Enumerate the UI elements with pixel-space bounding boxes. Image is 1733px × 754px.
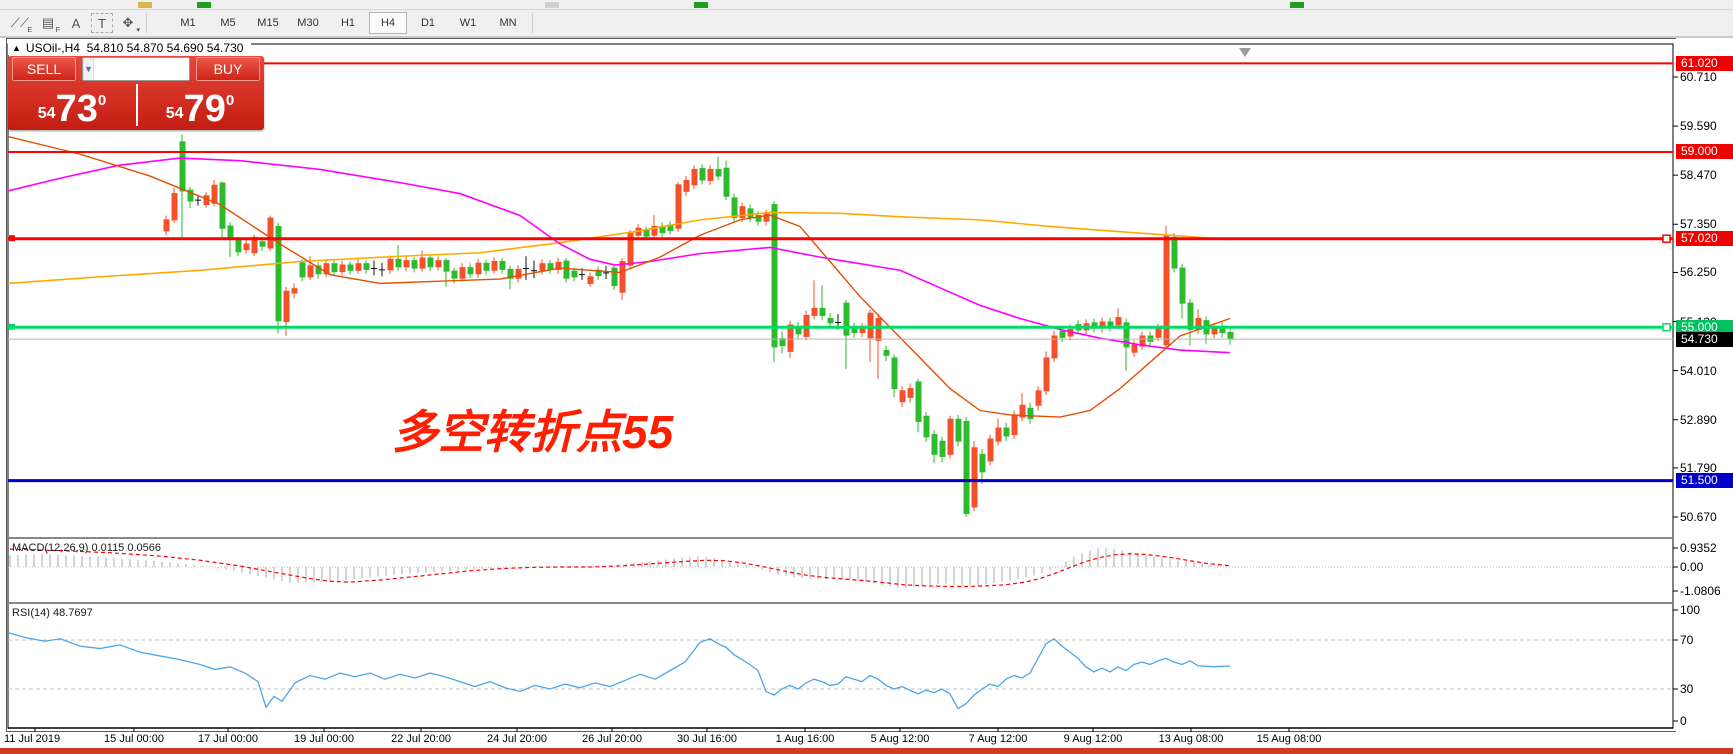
timeframe-button-m30[interactable]: M30 [297, 17, 319, 29]
sell-price-big: 73 [55, 88, 98, 130]
date-tick-label: 24 Jul 20:00 [487, 733, 547, 745]
volume-input[interactable] [93, 58, 189, 80]
fibonacci-grid-icon-sub: F [55, 27, 60, 34]
text-label-icon-glyph: T [98, 15, 106, 31]
clipped-toolbar-fragment [197, 2, 211, 8]
date-tick-label: 15 Aug 08:00 [1256, 733, 1322, 745]
date-tick-label: 15 Jul 00:00 [104, 733, 164, 745]
rsi-tick-label: 70 [1680, 633, 1694, 647]
timeframe-button-m5[interactable]: M5 [220, 17, 236, 29]
price-tick-label: 57.350 [1680, 217, 1717, 232]
buy-price-prefix: 54 [165, 105, 184, 122]
date-tick-label: 22 Jul 20:00 [391, 733, 451, 745]
timeframe-button-h4[interactable]: H4 [369, 12, 407, 34]
price-tick-label: 52.890 [1680, 412, 1717, 427]
date-tick-label: 11 Jul 2019 [4, 733, 61, 745]
clipped-upper-toolbar [0, 0, 1733, 10]
clipped-toolbar-fragment [1290, 2, 1304, 8]
arrows-icon-sub: ▾ [136, 27, 140, 34]
arrows-icon-glyph: ✥ [122, 15, 134, 30]
buy-price[interactable]: 54 79 0 [136, 82, 264, 130]
text-icon-glyph: A [71, 15, 81, 31]
volume-decrease-button[interactable]: ▼ [83, 58, 94, 80]
price-badge: 55.000 [1676, 319, 1733, 335]
buy-price-sup: 0 [225, 92, 235, 109]
chart-annotation-text[interactable]: 多空转折点55 [392, 406, 674, 458]
buy-price-big: 79 [183, 88, 226, 130]
drawing-tools-group: ⟋⟋ E ▤ F A T ✥ ▾ [6, 10, 151, 36]
price-badge: 51.500 [1676, 473, 1733, 489]
date-tick-label: 13 Aug 08:00 [1158, 733, 1224, 745]
rsi-tick-label: 100 [1680, 603, 1701, 617]
clipped-toolbar-fragment [138, 2, 152, 8]
chart-title-ohlc: USOil-,H4 54.810 54.870 54.690 54.730 [25, 40, 244, 55]
rsi-label: RSI(14) 48.7697 [12, 607, 93, 619]
timeframe-button-d1[interactable]: D1 [420, 17, 436, 29]
chart-toolbar: ⟋⟋ E ▤ F A T ✥ ▾ M1 M5 M15 M30 H1 H4 D1 W1 MN [0, 10, 1733, 38]
date-tick-label: 7 Aug 12:00 [968, 733, 1028, 745]
timeframe-button-mn[interactable]: MN [499, 17, 517, 29]
buy-button[interactable]: BUY [196, 57, 260, 81]
timeframe-button-h1[interactable]: H1 [340, 17, 356, 29]
timeframe-button-m1[interactable]: M1 [180, 17, 196, 29]
date-tick-label: 1 Aug 16:00 [775, 733, 835, 745]
equidistant-channel-icon[interactable]: ⟋⟋ E [7, 12, 33, 34]
timeframe-button-m15[interactable]: M15 [257, 17, 279, 29]
date-tick-label: 5 Aug 12:00 [870, 733, 930, 745]
date-tick-label: 30 Jul 16:00 [677, 733, 737, 745]
sell-price-prefix: 54 [37, 105, 56, 122]
arrows-icon[interactable]: ✥ ▾ [115, 12, 141, 34]
rsi-tick-label: 0 [1680, 714, 1687, 728]
fibonacci-grid-icon[interactable]: ▤ F [35, 12, 61, 34]
chart-title-bar: ▲ USOil-,H4 54.810 54.870 54.690 54.730 [8, 40, 252, 55]
collapse-triangle-icon[interactable]: ▲ [12, 42, 21, 53]
macd-label: MACD(12,26,9) 0.0115 0.0566 [12, 542, 161, 554]
date-tick-label: 26 Jul 20:00 [582, 733, 642, 745]
sell-button[interactable]: SELL [12, 57, 76, 81]
macd-tick-label: 0.00 [1680, 560, 1704, 574]
price-tick-label: 60.710 [1680, 70, 1717, 84]
price-tick-label: 51.790 [1680, 460, 1717, 475]
price-tick-label: 56.250 [1680, 265, 1717, 280]
bottom-status-strip [0, 748, 1733, 754]
clipped-toolbar-fragment [694, 2, 708, 8]
price-badge: 61.020 [1676, 55, 1733, 71]
equidistant-channel-icon-glyph: ⟋⟋ [10, 15, 30, 30]
text-label-icon[interactable]: T [91, 13, 113, 33]
sell-price[interactable]: 54 73 0 [8, 82, 136, 130]
timeframe-button-w1[interactable]: W1 [459, 17, 477, 29]
macd-tick-label: -1.0806 [1680, 584, 1721, 598]
fibonacci-grid-icon-glyph: ▤ [41, 15, 55, 30]
timeframe-group: M1 M5 M15 M30 H1 H4 D1 W1 MN [168, 10, 537, 36]
volume-spinner: ▼ ▲ [82, 57, 190, 81]
price-tick-label: 50.670 [1680, 510, 1717, 524]
text-icon[interactable]: A [63, 12, 89, 34]
price-tick-label: 58.470 [1680, 168, 1717, 183]
date-tick-label: 17 Jul 00:00 [198, 733, 258, 745]
rsi-tick-label: 30 [1680, 682, 1694, 696]
sell-price-sup: 0 [97, 92, 107, 109]
price-badge: 54.730 [1676, 331, 1733, 347]
price-badge: 57.020 [1676, 231, 1733, 247]
date-tick-label: 19 Jul 00:00 [294, 733, 354, 745]
date-tick-label: 9 Aug 12:00 [1063, 733, 1123, 745]
macd-tick-label: 0.9352 [1680, 541, 1717, 555]
price-divider [136, 84, 138, 126]
price-tick-label: 54.010 [1680, 363, 1717, 378]
one-click-trading-panel: SELL ▼ ▲ BUY 54 73 0 54 79 0 [8, 56, 264, 130]
price-badge: 59.000 [1676, 144, 1733, 160]
clipped-toolbar-fragment [545, 2, 559, 8]
equidistant-channel-icon-sub: E [27, 27, 32, 34]
price-tick-label: 59.590 [1680, 119, 1717, 134]
